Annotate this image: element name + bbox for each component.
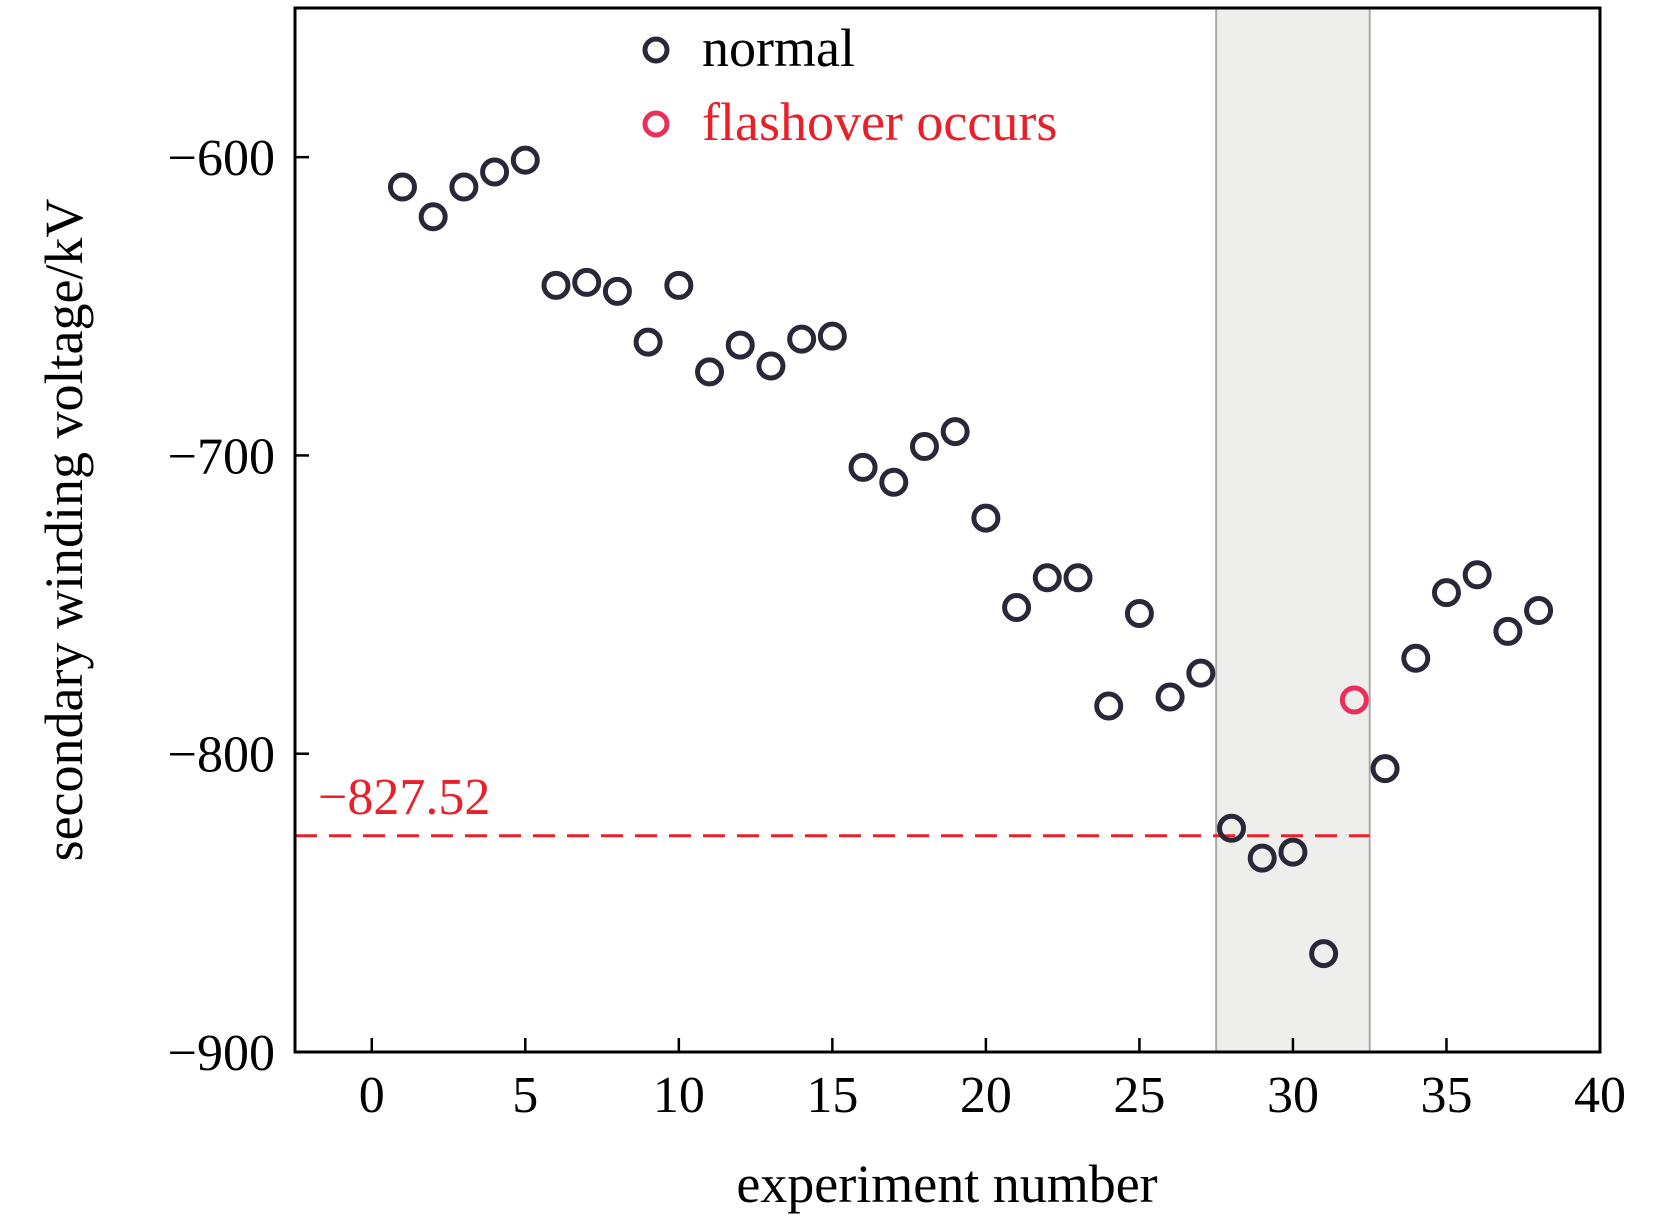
plot-frame xyxy=(293,6,1602,1054)
legend-label-flashover: flashover occurs xyxy=(702,92,1057,152)
data-point-normal xyxy=(1524,596,1554,626)
data-point-normal xyxy=(909,431,939,461)
data-point-normal xyxy=(1462,560,1492,590)
data-point-normal xyxy=(1217,813,1247,843)
x-tick-label: 20 xyxy=(960,1067,1012,1124)
data-point-normal xyxy=(1401,643,1431,673)
x-tick-label: 10 xyxy=(653,1067,705,1124)
x-tick-label: 15 xyxy=(806,1067,858,1124)
data-point-normal xyxy=(449,172,479,202)
data-point-normal xyxy=(510,145,540,175)
data-point-normal xyxy=(633,327,663,357)
data-point-normal xyxy=(387,172,417,202)
data-point-normal xyxy=(725,330,755,360)
data-point-normal xyxy=(940,417,970,447)
legend-marker-flashover xyxy=(642,110,670,138)
y-tick-label: −600 xyxy=(168,130,275,187)
legend: normal flashover occurs xyxy=(642,18,1057,152)
y-tick-label: −700 xyxy=(168,428,275,485)
x-tick-label: 0 xyxy=(359,1067,385,1124)
data-point-normal xyxy=(418,202,448,232)
data-point-normal xyxy=(1124,599,1154,629)
data-point-normal xyxy=(971,503,1001,533)
x-tick-label: 5 xyxy=(512,1067,538,1124)
data-point-normal xyxy=(879,467,909,497)
data-point-normal xyxy=(1186,658,1216,688)
data-point-normal xyxy=(1032,563,1062,593)
data-point-normal xyxy=(1155,682,1185,712)
data-point-normal xyxy=(1063,563,1093,593)
data-point-normal xyxy=(1309,939,1339,969)
data-point-normal xyxy=(541,270,571,300)
data-point-normal xyxy=(817,321,847,351)
data-point-normal xyxy=(1247,843,1277,873)
x-axis-title: experiment number xyxy=(736,1154,1157,1214)
x-tick-label: 25 xyxy=(1113,1067,1165,1124)
data-point-normal xyxy=(756,351,786,381)
data-point-normal xyxy=(1370,754,1400,784)
data-point-flashover xyxy=(1339,685,1369,715)
y-axis-title: secondary winding voltage/kV xyxy=(34,199,94,862)
data-point-normal xyxy=(664,270,694,300)
y-tick-label: −900 xyxy=(168,1025,275,1082)
data-point-normal xyxy=(1493,616,1523,646)
reference-line-label: −827.52 xyxy=(318,769,490,826)
data-point-normal xyxy=(848,452,878,482)
shaded-region xyxy=(1216,8,1370,1052)
data-point-normal xyxy=(1278,837,1308,867)
data-point-normal xyxy=(1431,578,1461,608)
data-point-normal xyxy=(602,276,632,306)
data-points-layer xyxy=(387,145,1554,969)
axis-ticks-layer: 0 5 10 15 20 25 30 35 40 −600 −700 −800 −900 xyxy=(168,130,1626,1124)
data-point-normal xyxy=(1094,691,1124,721)
legend-marker-normal xyxy=(642,36,670,64)
legend-label-normal: normal xyxy=(702,18,855,78)
x-tick-label: 35 xyxy=(1420,1067,1472,1124)
data-point-normal xyxy=(695,357,725,387)
data-point-normal xyxy=(572,267,602,297)
x-tick-label: 30 xyxy=(1267,1067,1319,1124)
x-tick-label: 40 xyxy=(1574,1067,1626,1124)
data-point-normal xyxy=(787,324,817,354)
data-point-normal xyxy=(1002,593,1032,623)
reference-line-layer: −827.52 xyxy=(295,769,1370,838)
data-point-normal xyxy=(480,157,510,187)
y-tick-label: −800 xyxy=(168,727,275,784)
shaded-region-layer xyxy=(1215,8,1371,1052)
